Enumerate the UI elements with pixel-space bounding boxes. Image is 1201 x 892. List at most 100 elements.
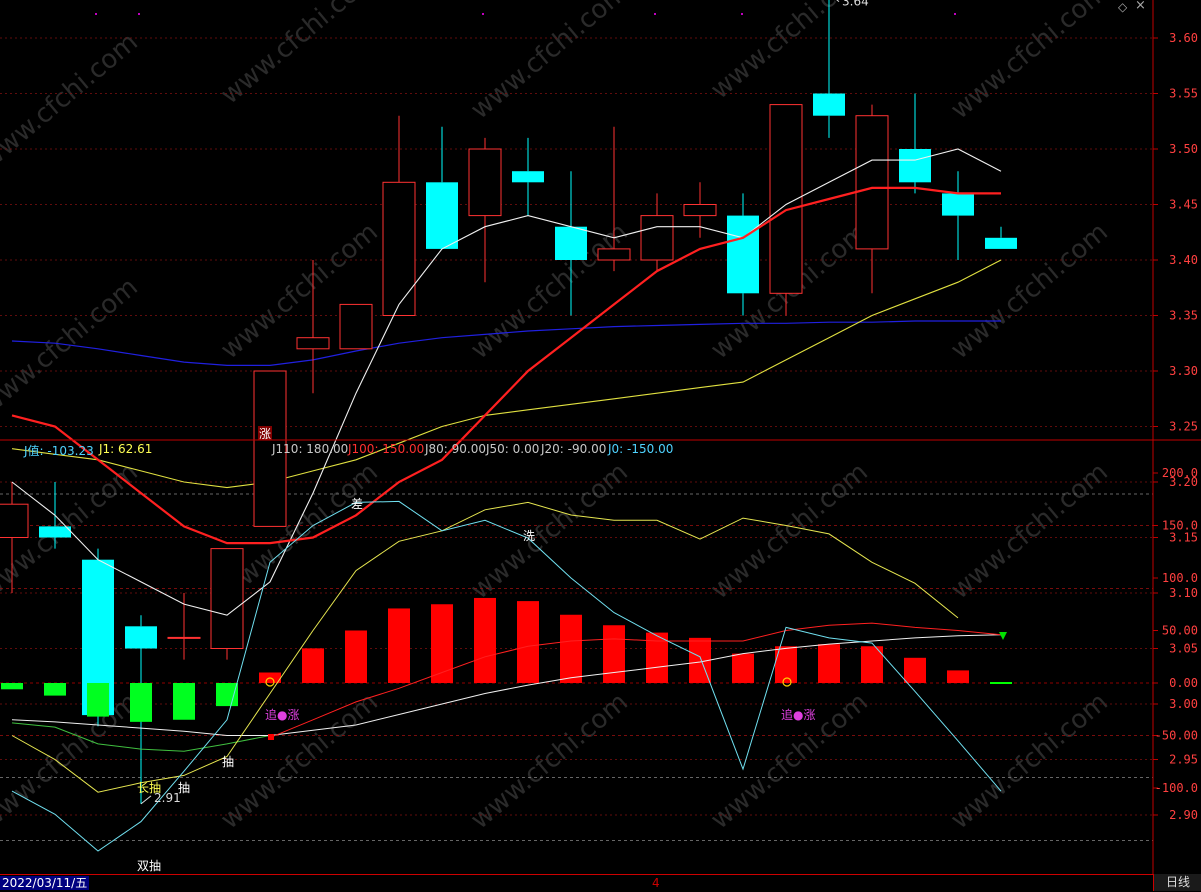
indicator-grid	[0, 493, 1153, 841]
legend-j80: J80: 90.00	[425, 442, 487, 456]
ma-white-path	[11, 148, 1002, 616]
signal-triangle	[999, 632, 1007, 640]
watermark-text: www.cfchi.com	[945, 217, 1114, 365]
candle-body	[512, 171, 544, 183]
indicator-green-line	[11, 722, 271, 752]
ma-yellow-line	[11, 259, 1002, 489]
indicator-cyan-line	[11, 500, 1002, 852]
legend-j50: J50: 0.00	[486, 442, 540, 456]
price-tick-label: 3.45	[1169, 198, 1198, 212]
indicator-lines	[11, 500, 1002, 852]
candle-body	[855, 115, 889, 250]
ma-yellow-path	[11, 259, 1002, 489]
label-chang-chou: 长抽	[137, 781, 161, 795]
top-marker	[741, 13, 743, 15]
low-label: 2.91	[154, 791, 181, 805]
legend-j100: J100: 150.00	[348, 442, 425, 456]
indicator-bar	[173, 683, 195, 720]
indicator-white-line	[11, 634, 1002, 736]
watermark-text: www.cfchi.com	[0, 27, 144, 175]
candle-body	[468, 148, 502, 217]
price-tick-label: 3.40	[1169, 253, 1198, 267]
price-tick-label: 3.60	[1169, 31, 1198, 45]
legend-j110: J110: 180.00	[272, 442, 349, 456]
candle-body	[426, 182, 458, 249]
ma-red-path	[11, 186, 1001, 545]
y-axis: 3.653.603.553.503.453.403.353.303.253.20…	[0, 0, 1201, 874]
indicator-bar	[904, 657, 926, 683]
indicator-tick-label: 150.0	[1162, 519, 1198, 533]
indicator-bar	[517, 601, 539, 683]
candle-body	[985, 237, 1017, 249]
watermark-text: www.cfchi.com	[945, 687, 1114, 835]
diamond-icon[interactable]: ◇	[1118, 0, 1128, 14]
indicator-bar	[345, 630, 367, 683]
legend-j-value: J值: -103.23	[24, 444, 94, 458]
price-grid	[0, 13, 1153, 816]
candle-body	[382, 181, 416, 316]
status-bar	[0, 874, 1201, 892]
price-tick-label: 3.35	[1169, 309, 1198, 323]
watermark-layer: www.cfchi.com www.cfchi.com www.cfchi.com w…	[0, 0, 1114, 835]
indicator-tick-label: 100.0	[1162, 571, 1198, 585]
candle-body	[683, 204, 717, 217]
indicator-bar	[947, 670, 969, 683]
date-readout: 2022/03/11/五	[0, 876, 90, 890]
indicator-red-line	[269, 622, 1002, 739]
ma-blue-path	[11, 320, 1001, 366]
indicator-tick-label: 50.00	[1162, 624, 1198, 638]
label-chou-b: 抽	[178, 781, 190, 795]
signal-circle	[265, 677, 275, 687]
indicator-bar	[603, 625, 625, 683]
indicator-bar	[130, 683, 152, 722]
low-pointer	[140, 795, 152, 805]
indicator-bar	[861, 646, 883, 683]
bar-number: 4	[652, 876, 660, 890]
indicator-legend: J值: -103.23 J1: 62.61 J110: 180.00 J100:…	[0, 441, 1150, 459]
signal-circle	[782, 677, 792, 687]
legend-j0: J0: -150.00	[608, 442, 674, 456]
legend-j20: J20: -90.00	[541, 442, 607, 456]
candle-body	[597, 248, 631, 261]
candle-body	[0, 503, 29, 539]
price-tick-label: 2.90	[1169, 808, 1198, 822]
candle-body	[253, 370, 287, 527]
watermark-text: www.cfchi.com	[465, 457, 634, 605]
price-tick-label: 3.15	[1169, 531, 1198, 545]
top-marker	[954, 13, 956, 15]
period-selector[interactable]: 日线	[1153, 874, 1201, 891]
indicator-bar	[560, 614, 582, 683]
watermark-text: www.cfchi.com	[0, 272, 144, 420]
ma-blue-line	[11, 320, 1001, 366]
indicator-bar	[990, 682, 1012, 684]
price-tick-label: 3.25	[1169, 420, 1198, 434]
price-tick-label: 3.05	[1169, 642, 1198, 656]
indicator-bar	[431, 604, 453, 683]
high-pointer	[836, 0, 840, 2]
candle-body	[339, 303, 373, 350]
candle-body	[39, 526, 71, 538]
candle-body	[296, 337, 330, 350]
watermark-text: www.cfchi.com	[465, 217, 634, 365]
label-xi: 洗	[523, 529, 535, 543]
label-chou-a: 抽	[222, 755, 234, 769]
watermark-text: www.cfchi.com	[0, 687, 144, 835]
top-marker	[482, 13, 484, 15]
watermark-text: www.cfchi.com	[705, 457, 874, 605]
candle-body	[125, 626, 157, 649]
label-zhui-zhang-a: 追●涨	[265, 707, 299, 722]
legend-j1: J1: 62.61	[99, 442, 153, 456]
indicator-bar	[775, 646, 797, 683]
candle-body	[727, 215, 759, 294]
close-icon[interactable]: ×	[1135, 0, 1146, 13]
indicator-bar	[646, 632, 668, 683]
label-zhui-zhang-b: 追●涨	[781, 707, 815, 722]
indicator-bar	[44, 683, 66, 696]
indicator-bar	[302, 648, 324, 683]
indicator-bar	[818, 644, 840, 683]
zhang-label: 涨	[259, 426, 271, 441]
indicator-tick-label: -100.0	[1155, 781, 1198, 795]
price-tick-label: 3.20	[1169, 475, 1198, 489]
